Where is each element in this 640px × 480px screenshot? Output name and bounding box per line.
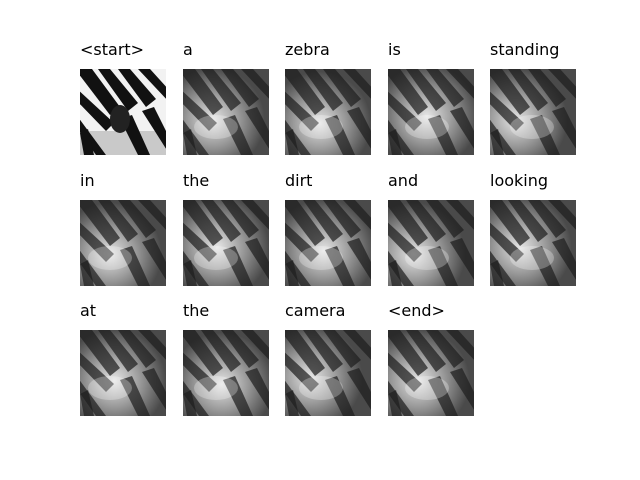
frame-word: camera — [285, 301, 346, 320]
zebra-image — [388, 330, 474, 416]
frame-image — [285, 69, 371, 155]
frame-word: the — [183, 301, 210, 320]
frame-word: in — [80, 171, 95, 190]
frame-word: standing — [490, 40, 560, 59]
frame-image — [490, 69, 576, 155]
frame-word: a — [183, 40, 193, 59]
zebra-image — [80, 330, 166, 416]
zebra-image — [183, 330, 269, 416]
frame-word: <start> — [80, 40, 145, 59]
frame-image — [183, 330, 269, 416]
zebra-image — [490, 200, 576, 286]
zebra-image — [285, 69, 371, 155]
frame-image — [388, 330, 474, 416]
frame-word: looking — [490, 171, 549, 190]
frame-image — [388, 69, 474, 155]
frame-image — [183, 69, 269, 155]
zebra-image — [183, 200, 269, 286]
frame-image — [80, 330, 166, 416]
frame-word: at — [80, 301, 97, 320]
frame-word: the — [183, 171, 210, 190]
frame-word: <end> — [388, 301, 445, 320]
frame-image — [490, 200, 576, 286]
frame-word: and — [388, 171, 419, 190]
zebra-image — [490, 69, 576, 155]
frame-word: zebra — [285, 40, 330, 59]
frame-image — [80, 69, 166, 155]
frame-image — [285, 330, 371, 416]
zebra-image — [285, 200, 371, 286]
zebra-image — [388, 200, 474, 286]
frame-image — [285, 200, 371, 286]
zebra-image — [388, 69, 474, 155]
frame-word: is — [388, 40, 401, 59]
frame-word: dirt — [285, 171, 313, 190]
frame-image — [183, 200, 269, 286]
frame-image — [388, 200, 474, 286]
zebra-image — [80, 200, 166, 286]
frame-image — [80, 200, 166, 286]
zebra-image — [183, 69, 269, 155]
zebra-image — [80, 69, 166, 155]
zebra-image — [285, 330, 371, 416]
